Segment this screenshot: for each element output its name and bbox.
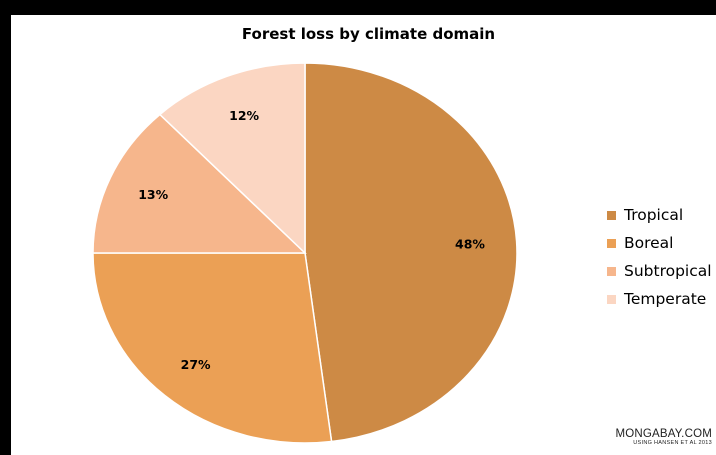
legend-swatch (607, 210, 616, 220)
pie-slice-temperate (158, 62, 306, 255)
legend-swatch (607, 238, 616, 248)
legend-swatch (607, 266, 616, 276)
pie-label-temperate: 12% (229, 108, 259, 123)
source-credit: MONGABAY.COM USING HANSEN ET AL 2013 (615, 428, 712, 447)
legend-item-subtropical: Subtropical (607, 257, 712, 285)
legend-item-temperate: Temperate (607, 285, 712, 313)
pie-slice-tropical (304, 62, 518, 443)
chart-legend: Tropical Boreal Subtropical Temperate (607, 201, 712, 313)
pie-label-subtropical: 13% (138, 187, 168, 202)
legend-label: Subtropical (624, 262, 712, 280)
pie-slice-subtropical (92, 113, 307, 254)
chart-title: Forest loss by climate domain (241, 25, 496, 43)
pie-chart: 48% 27% 13% 12% (92, 62, 518, 444)
credit-source: MONGABAY.COM (615, 428, 712, 440)
chart-frame: Forest loss by climate domain 48% 27% 13% 1… (11, 15, 716, 455)
legend-label: Tropical (624, 206, 684, 224)
pie-slice-boreal (92, 252, 333, 444)
legend-item-tropical: Tropical (607, 201, 712, 229)
legend-label: Temperate (624, 290, 707, 308)
pie-slices (92, 62, 518, 444)
pie-label-tropical: 48% (455, 237, 485, 252)
legend-item-boreal: Boreal (607, 229, 712, 257)
legend-label: Boreal (624, 234, 674, 252)
pie-labels: 48% 27% 13% 12% (138, 108, 485, 372)
pie-label-boreal: 27% (181, 357, 211, 372)
credit-note: USING HANSEN ET AL 2013 (633, 440, 712, 446)
legend-swatch (607, 294, 616, 304)
